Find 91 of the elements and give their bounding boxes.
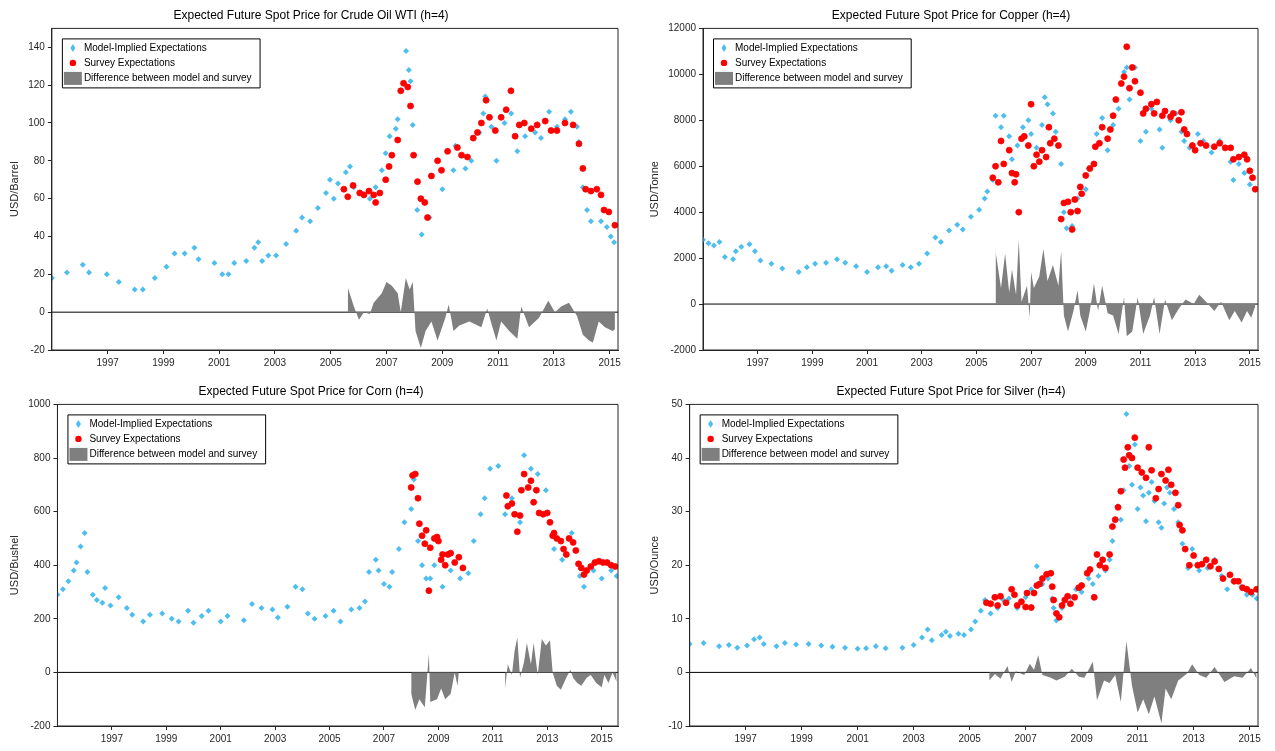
x-tick-label: 2001: [209, 732, 233, 744]
x-tick-label: 1999: [152, 356, 175, 368]
chart-title: Expected Future Spot Price for Corn (h=4): [198, 383, 424, 398]
y-tick-label: 120: [28, 78, 46, 90]
legend-label: Difference between model and survey: [89, 448, 258, 460]
y-tick-label: 12000: [668, 22, 697, 34]
x-tick-label: 1999: [155, 732, 178, 744]
y-axis-title: USD/Ounce: [647, 535, 660, 595]
y-tick-label: 600: [33, 505, 51, 517]
x-tick-label: 2003: [910, 356, 934, 368]
x-tick-label: 2009: [431, 356, 454, 368]
y-tick-label: 200: [33, 612, 51, 624]
y-tick-label: 50: [671, 398, 684, 410]
y-tick-label: 0: [39, 305, 46, 317]
x-tick-label: 1997: [734, 732, 758, 744]
legend-label: Model-Implied Expectations: [721, 418, 845, 430]
x-tick-label: 2015: [1238, 356, 1262, 368]
y-tick-label: 800: [33, 451, 51, 463]
x-tick-label: 2013: [1182, 732, 1206, 744]
y-tick-label: 2000: [673, 251, 697, 263]
y-axis-title: USD/Barrel: [7, 161, 20, 218]
legend-label: Difference between model and survey: [721, 448, 890, 460]
y-tick-label: 60: [33, 192, 46, 204]
legend-label: Model-Implied Expectations: [735, 42, 858, 54]
y-tick-label: 30: [671, 505, 684, 517]
x-tick-label: 2009: [1070, 732, 1094, 744]
x-tick-label: 2007: [375, 356, 399, 368]
x-tick-label: 2011: [1129, 356, 1152, 368]
legend-label: Survey Expectations: [721, 433, 813, 445]
x-tick-label: 2015: [1238, 732, 1262, 744]
x-tick-label: 2005: [958, 732, 982, 744]
y-tick-label: 10000: [668, 68, 697, 80]
y-tick-label: 8000: [673, 114, 697, 126]
legend-label: Model-Implied Expectations: [83, 42, 207, 54]
x-tick-label: 2015: [598, 356, 622, 368]
chart-title: Expected Future Spot Price for Copper (h=4): [831, 7, 1071, 22]
x-tick-label: 2009: [427, 732, 450, 744]
legend-label: Difference between model and survey: [83, 72, 252, 84]
x-tick-label: 2007: [1014, 732, 1038, 744]
chart-title: Expected Future Spot Price for Crude Oil WTI (h=4): [173, 7, 449, 22]
y-tick-label: 4000: [673, 205, 697, 217]
y-axis-title: USD/Bushel: [7, 535, 20, 596]
x-tick-label: 2011: [482, 732, 505, 744]
y-tick-label: -20: [30, 343, 46, 355]
y-tick-label: -10: [668, 719, 684, 731]
y-tick-label: 100: [28, 116, 46, 128]
y-tick-label: 0: [690, 297, 697, 309]
x-tick-label: 2003: [263, 356, 287, 368]
y-tick-label: -200: [30, 719, 51, 731]
legend-label: Survey Expectations: [735, 57, 827, 69]
x-tick-label: 1997: [100, 732, 124, 744]
legend-label: Model-Implied Expectations: [89, 418, 213, 430]
x-tick-label: 2003: [902, 732, 926, 744]
x-tick-label: 2015: [590, 732, 614, 744]
y-tick-label: 0: [677, 666, 684, 678]
y-axis-title: USD/Tonne: [647, 161, 660, 218]
x-tick-label: 2005: [318, 732, 342, 744]
x-tick-label: 2005: [965, 356, 988, 368]
x-tick-label: 2009: [1074, 356, 1098, 368]
y-tick-label: 10: [671, 612, 684, 624]
x-tick-label: 1997: [746, 356, 770, 368]
x-tick-label: 2007: [1019, 356, 1043, 368]
x-tick-label: 2013: [1183, 356, 1207, 368]
chart-title: Expected Future Spot Price for Silver (h=4): [836, 383, 1066, 398]
y-tick-label: 20: [33, 268, 46, 280]
x-tick-label: 2011: [1126, 732, 1149, 744]
x-tick-label: 2011: [487, 356, 510, 368]
y-tick-label: 140: [28, 41, 46, 53]
y-tick-label: 20: [671, 558, 684, 570]
x-tick-label: 1999: [801, 356, 824, 368]
y-tick-label: 400: [33, 558, 51, 570]
legend-label: Difference between model and survey: [735, 72, 903, 84]
x-tick-label: 2001: [855, 356, 879, 368]
y-tick-label: 40: [33, 230, 46, 242]
x-tick-label: 2013: [536, 732, 559, 744]
y-tick-label: 6000: [673, 159, 697, 171]
y-tick-label: 1000: [28, 398, 51, 410]
legend-label: Survey Expectations: [83, 57, 176, 69]
y-tick-label: -2000: [670, 343, 697, 355]
x-tick-label: 1997: [96, 356, 120, 368]
x-tick-label: 2007: [372, 732, 396, 744]
x-tick-label: 1999: [790, 732, 814, 744]
y-tick-label: 0: [44, 666, 51, 678]
y-tick-label: 40: [671, 451, 684, 463]
y-tick-label: 80: [33, 154, 46, 166]
legend-label: Survey Expectations: [89, 433, 181, 445]
x-tick-label: 2003: [264, 732, 287, 744]
x-tick-label: 2001: [846, 732, 870, 744]
x-tick-label: 2001: [208, 356, 231, 368]
x-tick-label: 2013: [542, 356, 566, 368]
x-tick-label: 2005: [319, 356, 343, 368]
